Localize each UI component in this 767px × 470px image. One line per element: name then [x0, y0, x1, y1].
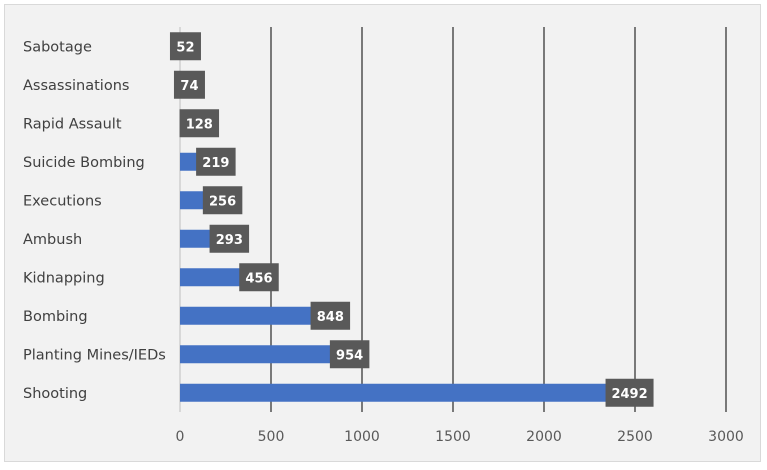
bar — [180, 306, 335, 325]
x-tick-label: 3000 — [708, 429, 744, 445]
category-label: Executions — [23, 193, 102, 209]
category-label: Sabotage — [23, 39, 92, 55]
data-label-box — [239, 263, 279, 292]
data-label: 848 — [317, 310, 344, 325]
data-label-box — [202, 186, 243, 215]
x-tick-label: 500 — [258, 429, 285, 445]
category-label: Rapid Assault — [23, 116, 122, 132]
data-label: 456 — [245, 271, 272, 286]
bar — [180, 345, 354, 364]
x-tick-label: 0 — [176, 429, 185, 445]
x-tick-label: 1000 — [344, 429, 380, 445]
chart-area: 52 74 128 219 256 293 456 848 954 2492 Sabotage As… — [4, 4, 761, 462]
data-label-box — [209, 224, 250, 253]
data-label: 52 — [176, 40, 194, 55]
category-label: Ambush — [23, 232, 82, 248]
data-label-box — [179, 109, 220, 138]
category-label: Planting Mines/IEDs — [23, 347, 166, 363]
gridlines — [179, 27, 727, 412]
data-label: 219 — [202, 156, 229, 171]
data-label-box — [169, 32, 201, 61]
data-label-box — [310, 301, 351, 330]
data-label-box — [173, 70, 205, 99]
data-label: 256 — [209, 194, 236, 209]
bars — [180, 37, 634, 402]
data-label: 2492 — [611, 387, 647, 402]
data-label-box — [605, 378, 654, 407]
x-tick-label: 2500 — [617, 429, 653, 445]
data-label-box — [196, 147, 236, 176]
x-tick-label: 2000 — [526, 429, 562, 445]
category-label: Suicide Bombing — [23, 155, 145, 171]
category-label: Shooting — [23, 386, 87, 402]
x-tick-label: 1500 — [435, 429, 471, 445]
bar-chart: 52 74 128 219 256 293 456 848 954 2492 Sabotage As… — [23, 27, 744, 445]
data-label: 74 — [180, 79, 198, 94]
data-label: 128 — [186, 117, 213, 132]
data-label: 954 — [336, 348, 363, 363]
category-label: Kidnapping — [23, 270, 105, 286]
category-label: Assassinations — [23, 78, 129, 94]
category-labels: Sabotage Assassinations Rapid Assault Suici… — [23, 39, 166, 402]
data-label-box — [329, 340, 370, 369]
x-axis-tick-labels: 0 500 1000 1500 2000 2500 3000 — [176, 429, 744, 445]
data-labels: 52 74 128 219 256 293 456 848 954 2492 — [169, 32, 654, 407]
bar — [180, 383, 634, 402]
data-label: 293 — [216, 233, 243, 248]
category-label: Bombing — [23, 309, 88, 325]
